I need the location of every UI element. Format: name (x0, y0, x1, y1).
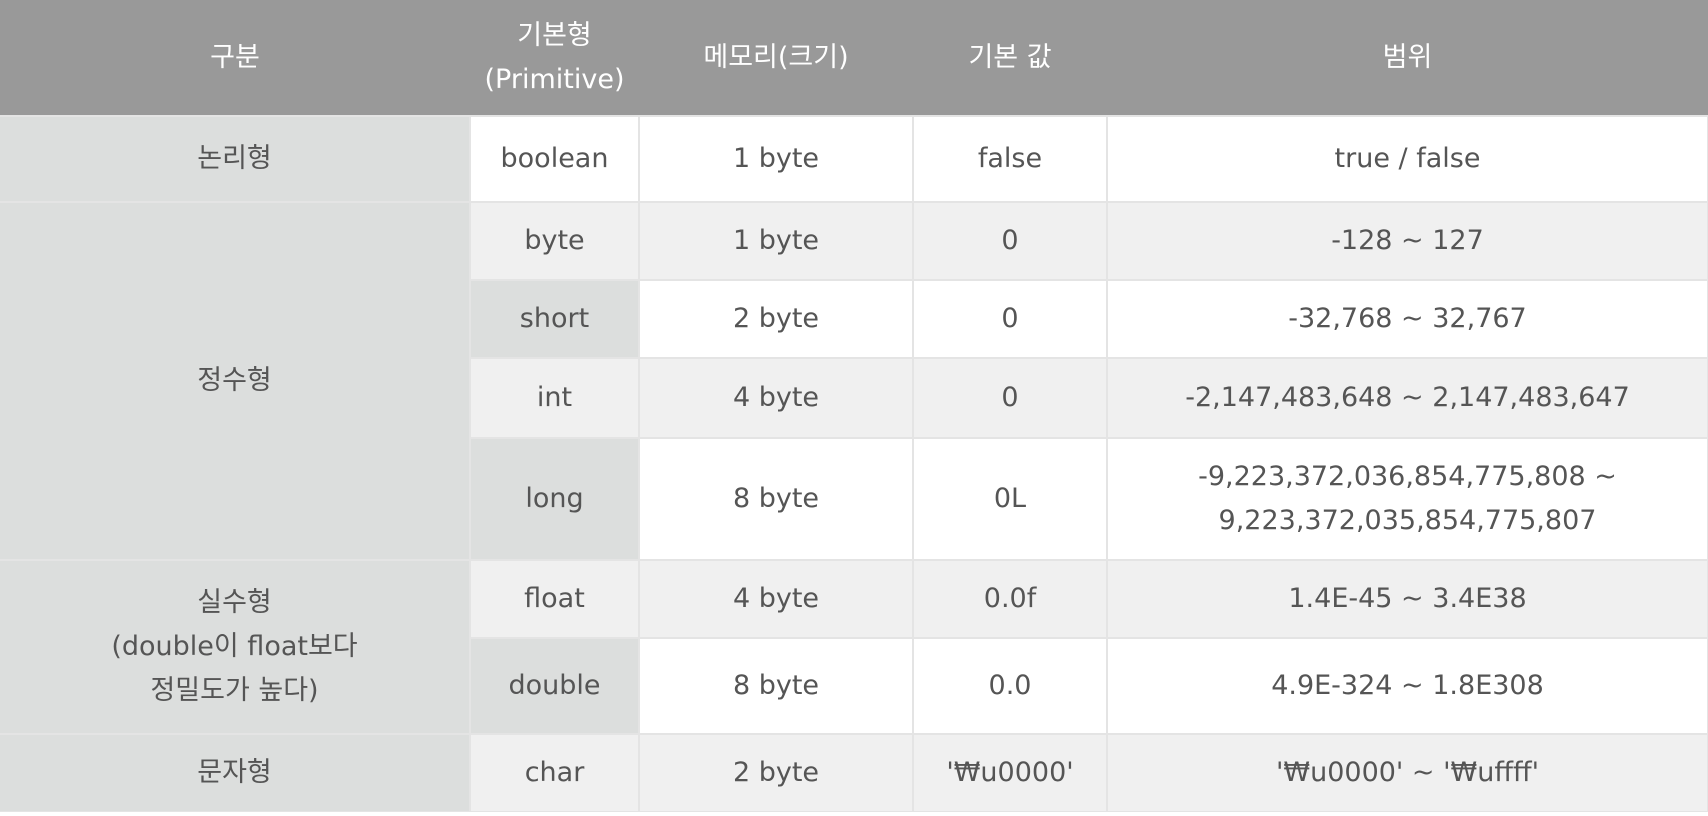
header-primitive: 기본형 (Primitive) (470, 0, 639, 116)
table-row: short 2 byte 0 -32,768 ~ 32,767 (0, 279, 1708, 359)
table-row: int 4 byte 0 -2,147,483,648 ~ 2,147,483,… (0, 357, 1708, 439)
primitive-cell: int (470, 357, 640, 439)
range-cell: -32,768 ~ 32,767 (1106, 279, 1708, 359)
range-cell: 4.9E-324 ~ 1.8E308 (1106, 637, 1708, 735)
memory-cell: 2 byte (638, 279, 914, 359)
default-cell: false (912, 115, 1108, 203)
primitive-cell: double (470, 637, 640, 735)
primitive-cell: boolean (469, 115, 640, 203)
memory-cell: 4 byte (638, 559, 914, 639)
primitive-cell: long (470, 437, 640, 561)
range-line2: 9,223,372,035,854,775,807 (1218, 505, 1597, 536)
header-category: 구분 (0, 0, 470, 116)
range-line1: -9,223,372,036,854,775,808 ~ (1198, 461, 1617, 492)
header-primitive-line2: (Primitive) (484, 63, 625, 95)
primitive-cell: short (470, 279, 640, 359)
category-line3: 정밀도가 높다) (150, 675, 319, 706)
table-row: double 8 byte 0.0 4.9E-324 ~ 1.8E308 (0, 637, 1708, 735)
range-cell: 1.4E-45 ~ 3.4E38 (1106, 559, 1708, 639)
primitive-cell: byte (469, 201, 640, 281)
memory-cell: 1 byte (638, 115, 914, 203)
header-memory: 메모리(크기) (639, 0, 913, 116)
category-cell: 실수형 (double이 float보다 정밀도가 높다) (0, 559, 471, 735)
default-cell: 0 (912, 201, 1108, 281)
range-cell: -128 ~ 127 (1106, 201, 1708, 281)
table-row: 문자형 char 2 byte '₩u0000' '₩u0000' ~ '₩uf… (0, 733, 1708, 812)
range-cell: true / false (1106, 115, 1708, 203)
memory-cell: 2 byte (638, 733, 914, 812)
header-default: 기본 값 (913, 0, 1107, 116)
default-cell: 0.0 (912, 637, 1108, 735)
range-cell: '₩u0000' ~ '₩uffff' (1106, 733, 1708, 812)
default-cell: 0 (912, 357, 1108, 439)
memory-cell: 8 byte (638, 437, 914, 561)
category-cell: 정수형 (0, 201, 471, 561)
table-row: 실수형 (double이 float보다 정밀도가 높다) float 4 by… (0, 559, 1708, 735)
memory-cell: 4 byte (638, 357, 914, 439)
memory-cell: 1 byte (638, 201, 914, 281)
header-primitive-line1: 기본형 (517, 19, 592, 51)
category-line2: (double이 float보다 (111, 631, 358, 662)
category-line1: 실수형 (197, 587, 272, 618)
memory-cell: 8 byte (638, 637, 914, 735)
range-cell: -9,223,372,036,854,775,808 ~ 9,223,372,0… (1106, 437, 1708, 561)
primitive-cell: float (469, 559, 640, 639)
table-row: 정수형 byte 1 byte 0 -128 ~ 127 (0, 201, 1708, 561)
primitive-cell: char (469, 733, 640, 812)
default-cell: 0 (912, 279, 1108, 359)
default-cell: 0.0f (912, 559, 1108, 639)
category-cell: 논리형 (0, 115, 471, 203)
default-cell: '₩u0000' (912, 733, 1108, 812)
table-row: long 8 byte 0L -9,223,372,036,854,775,80… (0, 437, 1708, 561)
category-cell: 문자형 (0, 733, 471, 812)
default-cell: 0L (912, 437, 1108, 561)
range-cell: -2,147,483,648 ~ 2,147,483,647 (1106, 357, 1708, 439)
table-row: 논리형 boolean 1 byte false true / false (0, 115, 1708, 203)
header-row: 구분 기본형 (Primitive) 메모리(크기) 기본 값 범위 (0, 0, 1708, 116)
header-range: 범위 (1107, 0, 1708, 116)
